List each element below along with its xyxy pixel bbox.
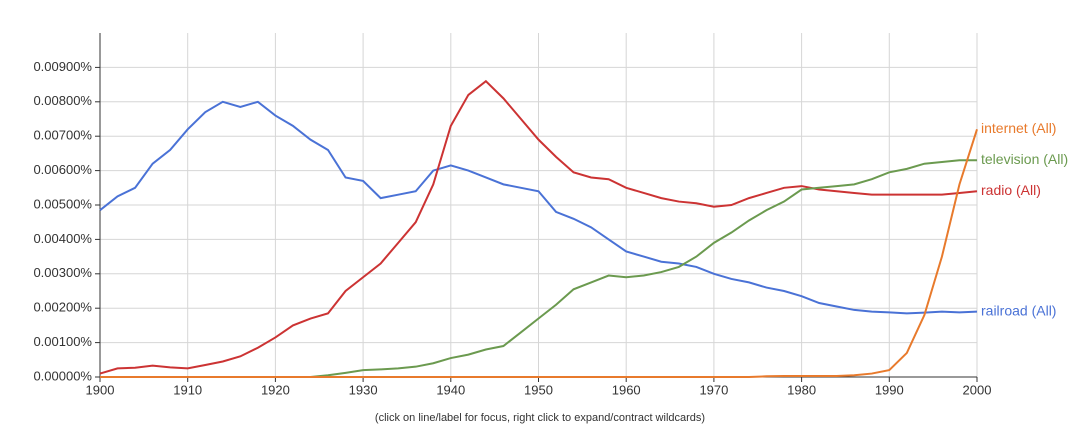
x-tick-label: 1980 [787,382,816,397]
x-tick-label: 1950 [524,382,553,397]
x-tick-label: 1970 [699,382,728,397]
series-line[interactable] [99,100,978,315]
legend-label[interactable]: railroad (All) [981,302,1056,318]
series-line[interactable] [99,79,978,375]
y-tick-label: 0.00000% [33,368,92,383]
y-tick-label: 0.00700% [33,128,92,143]
legend-label[interactable]: internet (All) [981,120,1056,136]
footer-note: (click on line/label for focus, right cl… [375,412,705,424]
x-tick-label: 2000 [963,382,992,397]
y-tick-label: 0.00600% [33,162,92,177]
legend-label[interactable]: television (All) [981,151,1068,167]
x-tick-label: 1900 [86,382,115,397]
y-tick-label: 0.00200% [33,300,92,315]
y-tick-label: 0.00500% [33,196,92,211]
x-tick-label: 1990 [875,382,904,397]
y-tick-label: 0.00300% [33,265,92,280]
x-tick-label: 1940 [436,382,465,397]
x-tick-label: 1960 [612,382,641,397]
y-tick-label: 0.00100% [33,334,92,349]
y-tick-label: 0.00900% [33,59,92,74]
series-line[interactable] [100,129,978,378]
y-tick-label: 0.00800% [33,93,92,108]
x-tick-label: 1930 [349,382,378,397]
y-tick-label: 0.00400% [33,231,92,246]
x-tick-label: 1910 [173,382,202,397]
x-tick-label: 1920 [261,382,290,397]
legend-label[interactable]: radio (All) [981,182,1041,198]
